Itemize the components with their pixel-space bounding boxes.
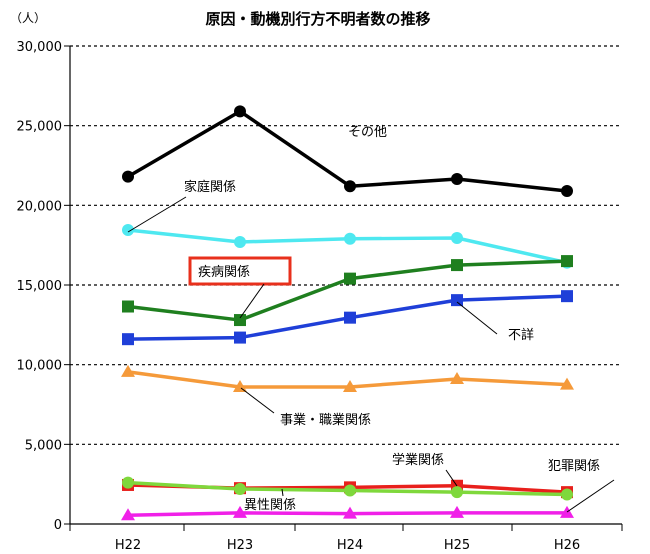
data-point [450, 505, 464, 518]
leader-line [281, 488, 284, 497]
data-point [451, 294, 463, 307]
leader-line [240, 387, 275, 414]
x-tick-label: H22 [115, 538, 141, 553]
data-point [344, 180, 356, 193]
data-point [121, 364, 135, 377]
data-point [561, 488, 573, 501]
data-point [234, 314, 246, 327]
data-point [233, 379, 247, 392]
y-tick-label: 25,000 [17, 120, 63, 135]
data-point [344, 311, 356, 324]
highlight-box [188, 256, 292, 286]
leader-line [239, 283, 265, 319]
data-point [122, 333, 134, 346]
x-tick-label: H25 [444, 538, 470, 553]
data-point [561, 290, 573, 303]
data-point [234, 105, 246, 118]
data-point [560, 377, 574, 390]
data-point [121, 508, 135, 521]
series-annotation: 異性関係 [244, 498, 296, 513]
data-point [451, 231, 463, 244]
data-point [343, 379, 357, 392]
data-point [234, 482, 246, 495]
series-annotation: 疾病関係 [198, 265, 250, 280]
x-tick-label: H26 [554, 538, 580, 553]
data-point [234, 235, 246, 248]
axes: 0 5,000 10,000 15,000 20,000 25,000 30,000 H22 H… [17, 40, 623, 553]
data-point [122, 224, 134, 237]
data-point [344, 232, 356, 245]
data-point [451, 259, 463, 272]
x-tick-label: H24 [337, 538, 363, 553]
data-point [234, 331, 246, 344]
data-point [122, 170, 134, 183]
leader-line [456, 301, 498, 335]
series-annotation: 家庭関係 [184, 179, 236, 195]
y-tick-label: 20,000 [17, 199, 63, 214]
data-point [233, 505, 247, 518]
y-tick-label: 15,000 [17, 279, 63, 294]
data-point [451, 486, 463, 499]
series-annotation: 犯罪関係 [548, 459, 600, 474]
data-point [561, 184, 573, 197]
y-unit-label: （人） [10, 11, 46, 25]
leader-line [566, 479, 615, 513]
y-tick-label: 0 [54, 518, 62, 533]
gridlines [70, 45, 622, 445]
data-point [450, 372, 464, 385]
data-point [451, 173, 463, 186]
series-annotation: 不詳 [508, 327, 534, 343]
y-tick-label: 30,000 [17, 40, 63, 55]
series-lines [121, 105, 574, 521]
y-tick-label: 10,000 [17, 359, 63, 374]
series-annotation: 事業・職業関係 [280, 412, 371, 428]
data-point [343, 506, 357, 519]
y-tick-label: 5,000 [25, 438, 62, 453]
series-annotation: その他 [348, 125, 387, 140]
data-point [122, 476, 134, 489]
leader-line [127, 196, 187, 233]
leader-line [445, 469, 458, 487]
data-point [122, 300, 134, 313]
data-point [344, 484, 356, 497]
series-annotation: 学業関係 [392, 452, 444, 468]
x-tick-label: H23 [227, 538, 253, 553]
chart-title: 原因・動機別行方不明者数の推移 [205, 10, 430, 28]
data-point [344, 272, 356, 285]
data-point [561, 255, 573, 268]
